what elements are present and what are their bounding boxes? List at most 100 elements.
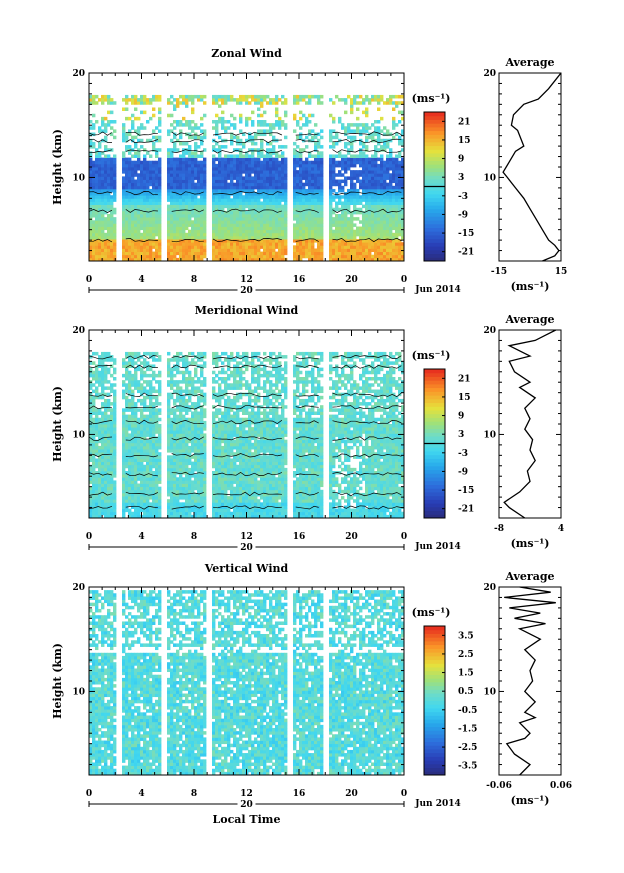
heatmap-cell — [125, 424, 129, 428]
heatmap-cell — [245, 232, 249, 237]
heatmap-cell — [140, 414, 144, 419]
heatmap-cell — [128, 502, 132, 506]
heatmap-cell — [110, 120, 114, 124]
heatmap-cell — [107, 254, 111, 259]
heatmap-cell — [293, 173, 297, 177]
heatmap-cell — [260, 182, 264, 187]
heatmap-cell — [248, 167, 252, 171]
heatmap-cell — [224, 167, 228, 171]
heatmap-cell — [98, 254, 102, 259]
heatmap-cell — [104, 505, 108, 509]
heatmap-cell — [350, 163, 354, 168]
heatmap-cell — [128, 449, 132, 453]
heatmap-cell — [338, 195, 342, 199]
heatmap-cell — [113, 135, 117, 140]
heatmap-cell — [374, 257, 378, 262]
heatmap-cell — [365, 182, 369, 187]
heatmap-cell — [95, 163, 99, 168]
heatmap-cell — [284, 239, 288, 243]
heatmap-cell — [89, 471, 93, 475]
heatmap-cell — [293, 116, 297, 121]
heatmap-cell — [236, 242, 240, 246]
heatmap-cell — [332, 254, 336, 259]
heatmap-cell — [92, 508, 96, 513]
heatmap-cell — [137, 223, 141, 227]
heatmap-cell — [131, 461, 135, 466]
heatmap-cell — [368, 207, 372, 212]
heatmap-cell — [347, 123, 351, 127]
heatmap-cell — [302, 198, 306, 202]
heatmap-cell — [392, 248, 396, 252]
heatmap-cell — [380, 129, 384, 133]
heatmap-cell — [248, 173, 252, 177]
heatmap-cell — [176, 123, 180, 127]
heatmap-cell — [89, 220, 93, 224]
heatmap-cell — [143, 248, 147, 252]
heatmap-cell — [152, 113, 156, 118]
heatmap-cell — [155, 94, 159, 99]
heatmap-cell — [314, 226, 318, 231]
heatmap-cell — [401, 195, 405, 199]
heatmap-cell — [113, 430, 117, 434]
heatmap-cell — [332, 198, 336, 202]
heatmap-cell — [134, 474, 138, 478]
heatmap-cell — [185, 179, 189, 184]
heatmap-cell — [224, 214, 228, 218]
heatmap-cell — [293, 182, 297, 187]
heatmap-cell — [134, 201, 138, 205]
heatmap-cell — [263, 226, 267, 231]
heatmap-cell — [155, 207, 159, 212]
heatmap-cell — [152, 489, 156, 494]
heatmap-cell — [89, 499, 93, 503]
heatmap-cell — [242, 179, 246, 184]
heatmap-cell — [158, 135, 162, 140]
heatmap-cell — [110, 486, 114, 491]
heatmap-cell — [212, 257, 216, 262]
heatmap-cell — [158, 163, 162, 168]
heatmap-cell — [173, 198, 177, 202]
heatmap-cell — [140, 373, 144, 378]
heatmap-cell — [320, 176, 324, 180]
heatmap-cell — [173, 195, 177, 199]
heatmap-cell — [125, 176, 129, 180]
heatmap-cell — [122, 170, 126, 174]
heatmap-cell — [278, 98, 282, 102]
heatmap-cell — [122, 214, 126, 218]
heatmap-cell — [143, 148, 147, 152]
heatmap-cell — [305, 248, 309, 252]
heatmap-cell — [248, 185, 252, 190]
heatmap-cell — [350, 179, 354, 184]
heatmap-cell — [395, 182, 399, 187]
heatmap-cell — [218, 226, 222, 231]
heatmap-cell — [359, 185, 363, 190]
heatmap-cell — [200, 251, 204, 256]
heatmap-cell — [113, 411, 117, 415]
heatmap-cell — [179, 101, 183, 105]
heatmap-cell — [125, 170, 129, 174]
heatmap-cell — [176, 239, 180, 243]
heatmap-cell — [254, 257, 258, 262]
heatmap-cell — [122, 232, 126, 237]
heatmap-cell — [368, 201, 372, 205]
heatmap-cell — [179, 132, 183, 137]
heatmap-cell — [224, 223, 228, 227]
heatmap-cell — [191, 204, 195, 209]
heatmap-cell — [101, 242, 105, 246]
heatmap-cell — [251, 176, 255, 180]
heatmap-cell — [140, 210, 144, 215]
heatmap-cell — [98, 145, 102, 149]
heatmap-cell — [383, 235, 387, 240]
contour-line — [171, 149, 204, 153]
heatmap-cell — [314, 179, 318, 184]
heatmap-cell — [317, 239, 321, 243]
heatmap-cell — [95, 192, 99, 196]
heatmap-cell — [146, 502, 150, 506]
heatmap-cell — [392, 239, 396, 243]
heatmap-cell — [173, 207, 177, 212]
heatmap-cell — [134, 257, 138, 262]
heatmap-cell — [146, 499, 150, 503]
heatmap-cell — [248, 188, 252, 193]
heatmap-cell — [251, 135, 255, 140]
heatmap-cell — [377, 195, 381, 199]
heatmap-cell — [227, 245, 231, 249]
